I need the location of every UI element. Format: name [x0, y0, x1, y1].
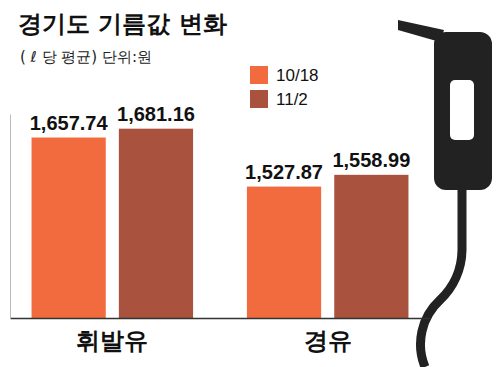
- legend: 10/18 11/2: [250, 66, 319, 109]
- data-labels: 1,657.74 1,527.87 1,681.16 1,558.99: [30, 103, 411, 183]
- subtitle: ( ℓ 당 평균) 단위:원: [20, 48, 152, 66]
- bar: [119, 129, 193, 318]
- legend-swatch: [250, 66, 268, 84]
- x-tick-label: 휘발유: [76, 327, 148, 355]
- x-axis: 휘발유 경유: [11, 318, 431, 355]
- x-tick: 경유: [304, 318, 352, 355]
- bar: [247, 187, 321, 318]
- legend-label: 10/18: [276, 66, 319, 85]
- data-label: 1,657.74: [30, 112, 109, 134]
- pump-icon: [398, 20, 492, 367]
- title: 경기도 기름값 변화: [18, 10, 227, 38]
- x-axis-line: [11, 318, 431, 320]
- legend-label: 11/2: [276, 90, 308, 109]
- y-axis-line: [10, 115, 11, 319]
- legend-swatch: [250, 90, 268, 108]
- bar: [32, 138, 106, 318]
- bar: [334, 175, 408, 318]
- y-axis: [10, 115, 11, 319]
- pump-grip: [450, 80, 474, 140]
- x-tick: 휘발유: [76, 318, 148, 355]
- data-label: 1,681.16: [117, 103, 195, 125]
- chart: 경기도 기름값 변화 ( ℓ 당 평균) 단위:원 1,657.74 1,527.87…: [0, 0, 500, 367]
- pump-handle: [434, 32, 492, 190]
- pump-hose: [421, 185, 462, 367]
- x-tick-label: 경유: [304, 327, 352, 355]
- data-label: 1,527.87: [245, 161, 323, 183]
- data-label: 1,558.99: [332, 149, 410, 171]
